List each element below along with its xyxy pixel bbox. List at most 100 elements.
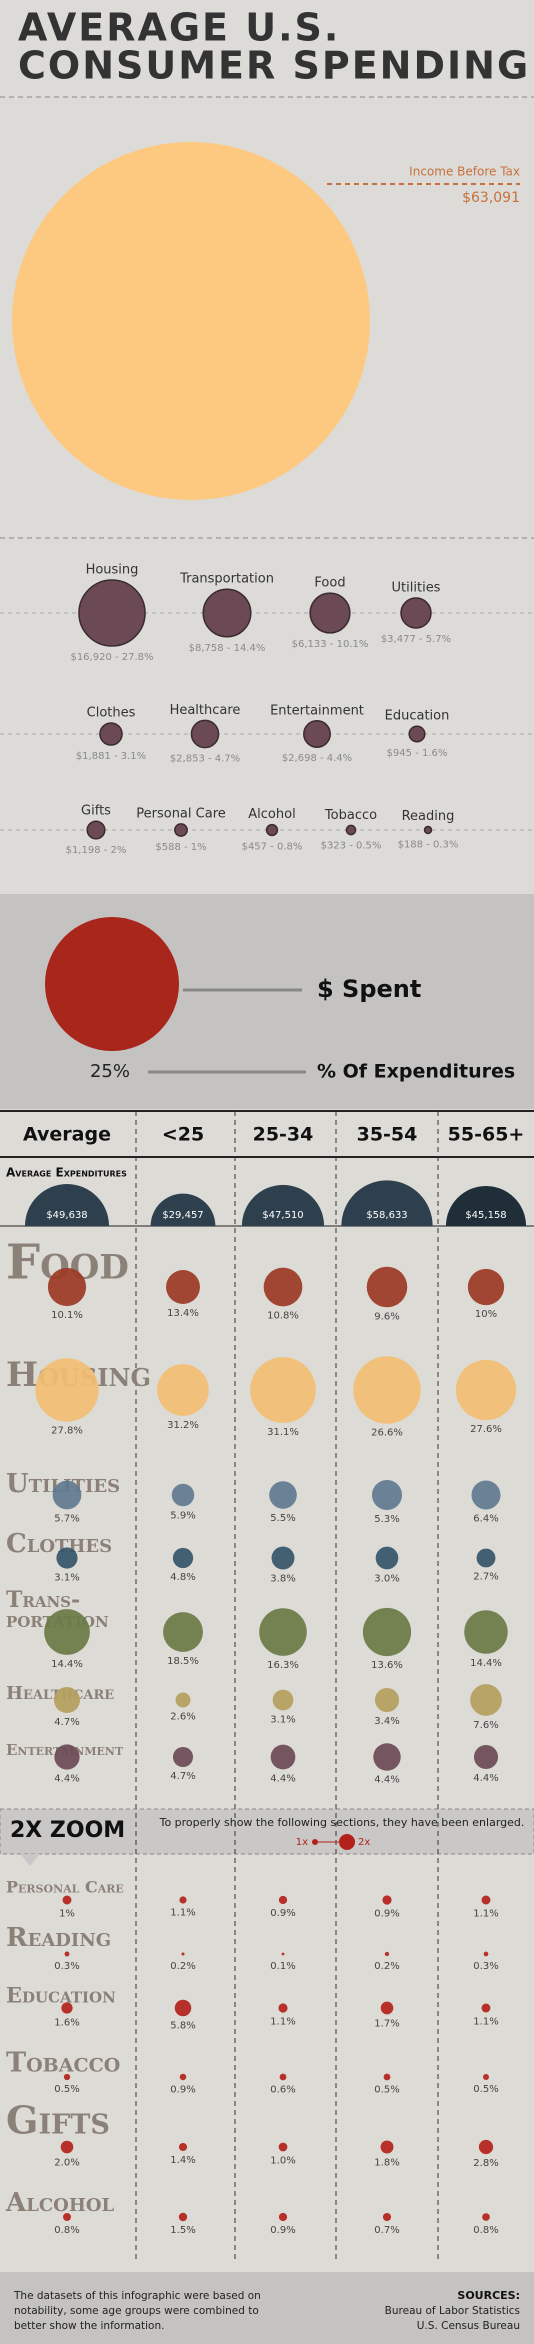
row-circle (478, 2139, 494, 2155)
category-value: $16,920 - 27.8% (70, 652, 153, 663)
footer-note: better show the information. (14, 2320, 164, 2332)
category-value: $6,133 - 10.1% (292, 639, 369, 650)
category-value: $2,853 - 4.7% (170, 754, 240, 765)
row-circle (35, 1358, 99, 1422)
row-label: Trans- (6, 1587, 80, 1613)
row-value: 18.5% (167, 1656, 199, 1667)
row-value: 4.8% (170, 1572, 195, 1583)
category-value: $457 - 0.8% (242, 841, 303, 852)
column-header: Average (23, 1124, 111, 1146)
category-circle (265, 823, 279, 837)
row-value: 1.7% (374, 2018, 399, 2029)
row-circle (53, 1686, 81, 1714)
footer-note: The datasets of this infographic were ba… (13, 2290, 261, 2302)
category-circle (78, 579, 146, 647)
legend-sample-pct: 25% (90, 1061, 130, 1082)
row-circle (179, 1896, 187, 1904)
category-name: Gifts (81, 804, 111, 819)
row-value: 1.4% (170, 2155, 195, 2166)
row-circle (278, 1895, 288, 1905)
category-value: $1,198 - 2% (66, 845, 127, 856)
row-circle (171, 1483, 195, 1507)
row-circle (362, 1607, 412, 1657)
category-name: Transportation (179, 572, 274, 587)
row-circle (481, 1895, 491, 1905)
row-value: 0.5% (54, 2084, 79, 2095)
row-value: 1.1% (170, 1908, 195, 1919)
row-value: 0.9% (374, 1909, 399, 1920)
row-circle (384, 1951, 390, 1957)
row-value: 3.1% (270, 1714, 295, 1725)
row-value: 4.4% (473, 1773, 498, 1784)
row-value: 2.8% (473, 2158, 498, 2169)
row-value: 4.4% (54, 1774, 79, 1785)
row-label: Reading (6, 1923, 111, 1953)
row-circle (250, 1357, 316, 1423)
row-value: 0.2% (170, 1961, 195, 1972)
category-name: Education (385, 709, 450, 724)
row-circle (178, 2142, 188, 2152)
expenditure-label: Average Expenditures (6, 1166, 127, 1180)
expenditure-half-circle (445, 1185, 527, 1226)
row-value: 0.9% (270, 1908, 295, 1919)
row-circle (47, 1267, 87, 1307)
row-circle (56, 1547, 78, 1569)
category-value: $188 - 0.3% (398, 839, 459, 850)
column-header: <25 (162, 1124, 204, 1146)
row-circle (482, 2073, 490, 2081)
sources-title: SOURCES: (457, 2289, 520, 2302)
category-circle (309, 592, 351, 634)
row-circle (482, 2213, 490, 2221)
row-value: 0.5% (473, 2084, 498, 2095)
row-circle (175, 1692, 191, 1708)
category-name: Alcohol (248, 807, 295, 822)
row-circle (63, 2213, 71, 2221)
row-value: 0.9% (170, 2084, 195, 2095)
row-circle (270, 1744, 296, 1770)
row-circle (163, 1612, 203, 1652)
row-label: Tobacco (6, 2048, 120, 2079)
source: U.S. Census Bureau (417, 2320, 520, 2332)
row-value: 3.1% (54, 1573, 79, 1584)
income-label: Income Before Tax (409, 165, 520, 179)
column-header: 35-54 (357, 1124, 418, 1146)
row-value: 14.4% (470, 1658, 502, 1669)
zoom-small-dot (312, 1839, 318, 1845)
category-value: $323 - 0.5% (321, 841, 382, 852)
row-value: 10.1% (51, 1310, 83, 1321)
row-value: 27.8% (51, 1426, 83, 1437)
row-value: 0.9% (270, 2225, 295, 2236)
row-circle (375, 1546, 399, 1570)
category-name: Utilities (392, 581, 441, 596)
row-circle (455, 1359, 517, 1421)
row-value: 3.4% (374, 1716, 399, 1727)
row-circle (61, 2002, 73, 2014)
expenditure-value: $49,638 (46, 1210, 87, 1221)
row-circle (269, 1481, 297, 1509)
row-circle (157, 1364, 209, 1416)
category-circle (202, 588, 252, 638)
row-circle (181, 1952, 185, 1956)
row-circle (374, 1687, 400, 1713)
category-name: Entertainment (270, 703, 364, 718)
row-value: 1.0% (270, 2155, 295, 2166)
category-value: $1,881 - 3.1% (76, 751, 146, 762)
row-circle (272, 1689, 294, 1711)
category-value: $945 - 1.6% (387, 748, 448, 759)
expenditure-value: $45,158 (465, 1210, 506, 1221)
zoom-large-dot (339, 1834, 355, 1850)
row-value: 5.5% (270, 1513, 295, 1524)
expenditure-value: $58,633 (366, 1210, 407, 1221)
expenditure-half-circle (25, 1184, 109, 1226)
category-name: Personal Care (136, 806, 226, 821)
row-circle (366, 1266, 408, 1308)
category-circle (423, 825, 433, 835)
row-circle (371, 1479, 403, 1511)
column-header: 55-65+ (448, 1124, 525, 1146)
category-value: $8,758 - 14.4% (189, 643, 266, 654)
category-value: $2,698 - 4.4% (282, 753, 352, 764)
row-value: 3.0% (374, 1573, 399, 1584)
row-value: 0.8% (473, 2225, 498, 2236)
row-value: 13.6% (371, 1660, 403, 1671)
row-value: 1.1% (473, 2016, 498, 2027)
